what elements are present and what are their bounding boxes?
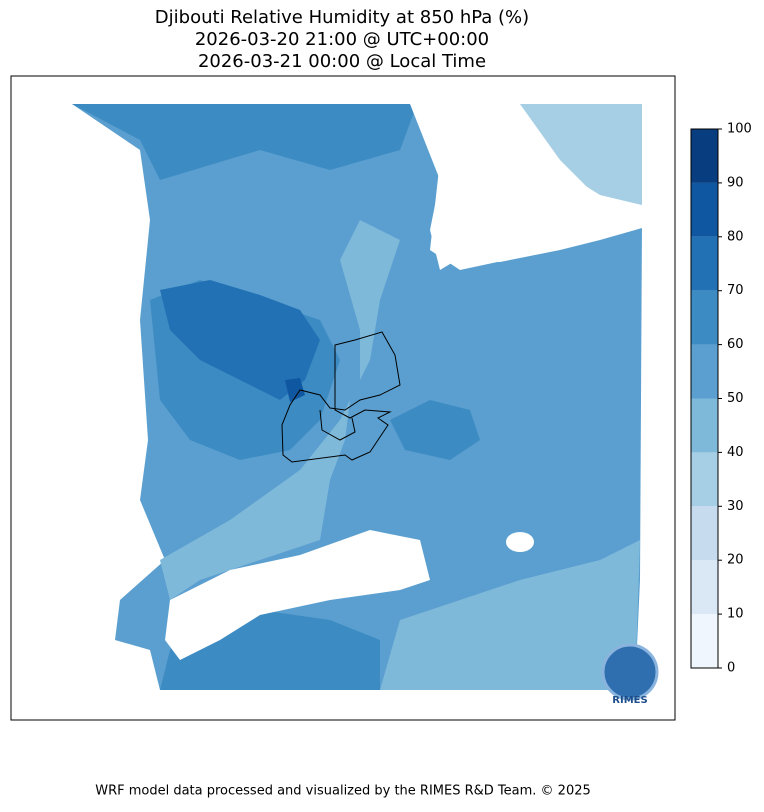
field-lightest bbox=[520, 104, 642, 205]
colorbar-tick-label: 90 bbox=[727, 175, 744, 190]
colorbar-level bbox=[691, 614, 718, 668]
colorbar-level bbox=[691, 182, 718, 237]
colorbar-tick-label: 50 bbox=[727, 391, 744, 406]
colorbar-level bbox=[691, 290, 718, 345]
colorbar-tick-label: 0 bbox=[727, 661, 735, 676]
colorbar-level bbox=[691, 344, 718, 399]
field-lighter bbox=[160, 220, 400, 600]
logo-badge bbox=[601, 643, 659, 701]
title-line: 2026-03-21 00:00 @ Local Time bbox=[198, 51, 486, 72]
colorbar-tick-label: 60 bbox=[727, 337, 744, 352]
colorbar-tick-label: 80 bbox=[727, 229, 744, 244]
colorbar-tick-label: 20 bbox=[727, 553, 744, 568]
colorbar: 0 10 20 30 40 50 60 70 80 90 100 bbox=[690, 122, 752, 676]
logo: RIMES bbox=[601, 643, 659, 706]
field-lighter bbox=[380, 540, 640, 690]
logo-text: RIMES bbox=[612, 695, 647, 706]
colorbar-level bbox=[691, 129, 718, 183]
field-darker bbox=[72, 104, 417, 180]
colorbar-tick-label: 30 bbox=[727, 499, 744, 514]
map: RIMES bbox=[10, 75, 676, 721]
country-border bbox=[281, 331, 401, 463]
colorbar-tick-label: 40 bbox=[727, 445, 744, 460]
colorbar-level bbox=[691, 452, 718, 507]
field-darker bbox=[390, 400, 480, 460]
missing-area bbox=[506, 532, 534, 552]
colorbar-tick-label: 10 bbox=[727, 607, 744, 622]
colorbar-tick-label: 100 bbox=[727, 122, 752, 137]
missing-area bbox=[165, 530, 430, 660]
colorbar-level bbox=[691, 560, 718, 615]
title-line: Djibouti Relative Humidity at 850 hPa (%… bbox=[155, 7, 529, 28]
title-line: 2026-03-20 21:00 @ UTC+00:00 bbox=[195, 29, 489, 50]
colorbar-tick-label: 70 bbox=[727, 283, 744, 298]
field-darkest bbox=[160, 280, 320, 400]
missing-area bbox=[410, 104, 642, 270]
colorbar-level bbox=[691, 398, 718, 453]
colorbar-level bbox=[691, 506, 718, 561]
colorbar-level bbox=[691, 236, 718, 291]
field-darkest bbox=[285, 378, 305, 402]
footer: WRF model data processed and visualized … bbox=[95, 784, 591, 799]
